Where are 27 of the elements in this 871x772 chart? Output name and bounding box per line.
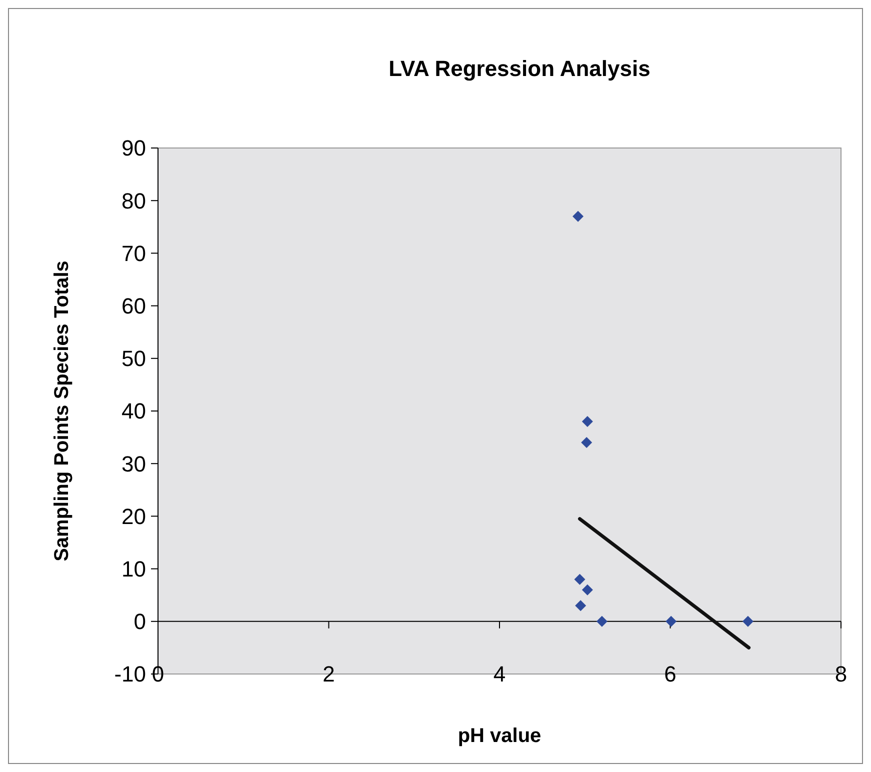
x-tick-label: 8 [834, 662, 848, 687]
y-tick-label: 70 [122, 240, 146, 266]
point [581, 437, 592, 448]
y-tick-label: 40 [122, 398, 146, 424]
point [666, 616, 677, 627]
point [596, 616, 608, 627]
y-tick-label: 60 [122, 294, 146, 318]
x-tick-label: 6 [664, 662, 676, 687]
chart-title: LVA Regression Analysis [388, 56, 650, 81]
y-tick-label: 90 [122, 136, 146, 161]
y-axis-title: Sampling Points Species Totals [51, 260, 73, 562]
y-tick-label: -10 [114, 662, 146, 687]
point [575, 600, 586, 612]
point [742, 616, 754, 627]
y-tick-label: 20 [122, 504, 146, 529]
point [582, 584, 593, 596]
x-axis-title: pH value [458, 725, 542, 747]
point [574, 574, 586, 585]
x-tick-label: 4 [493, 662, 506, 687]
y-tick-label: 10 [122, 556, 146, 582]
y-tick-label: 30 [122, 451, 146, 476]
y-tick-label: 0 [134, 609, 146, 634]
point [582, 416, 593, 428]
x-tick-label: 2 [322, 662, 335, 687]
y-tick-label: 50 [122, 346, 146, 372]
point [572, 210, 584, 222]
y-tick-label: 80 [122, 188, 146, 214]
